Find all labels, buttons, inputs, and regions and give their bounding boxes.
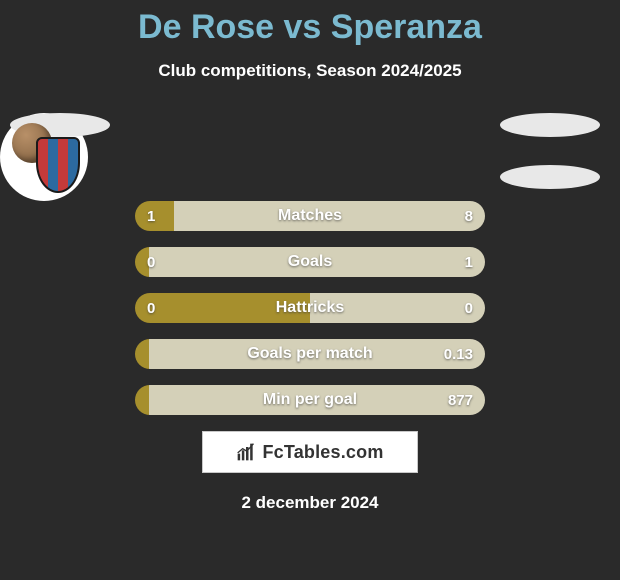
stat-value-right: 1 bbox=[465, 247, 473, 277]
stat-bars: Matches18Goals01Hattricks00Goals per mat… bbox=[135, 201, 485, 415]
stat-label: Min per goal bbox=[135, 385, 485, 415]
player-right-badge-2 bbox=[500, 165, 600, 189]
stat-label: Matches bbox=[135, 201, 485, 231]
stat-value-left: 0 bbox=[147, 293, 155, 323]
stat-value-right: 8 bbox=[465, 201, 473, 231]
stat-label: Goals bbox=[135, 247, 485, 277]
stat-value-left: 1 bbox=[147, 201, 155, 231]
subtitle: Club competitions, Season 2024/2025 bbox=[0, 61, 620, 81]
stat-value-left: 0 bbox=[147, 247, 155, 277]
stat-value-right: 0 bbox=[465, 293, 473, 323]
snapshot-date: 2 december 2024 bbox=[0, 493, 620, 513]
stat-label: Goals per match bbox=[135, 339, 485, 369]
club-crest-icon bbox=[6, 119, 82, 195]
stat-value-right: 877 bbox=[448, 385, 473, 415]
stat-row: Min per goal877 bbox=[135, 385, 485, 415]
stat-row: Goals0 1 bbox=[135, 247, 485, 277]
stat-value-right: 0.13 bbox=[444, 339, 473, 369]
source-attribution: FcTables.com bbox=[202, 431, 418, 473]
stat-row: Hattricks0 0 bbox=[135, 293, 485, 323]
bar-chart-icon bbox=[236, 442, 256, 462]
source-name: FcTables.com bbox=[262, 442, 383, 463]
page-title: De Rose vs Speranza bbox=[0, 0, 620, 47]
comparison-panel: Matches18Goals01Hattricks00Goals per mat… bbox=[0, 113, 620, 513]
player-left-club-crest bbox=[0, 113, 88, 201]
player-right-badge-1 bbox=[500, 113, 600, 137]
stat-label: Hattricks bbox=[135, 293, 485, 323]
stat-row: Matches1 8 bbox=[135, 201, 485, 231]
stat-row: Goals per match0.13 bbox=[135, 339, 485, 369]
